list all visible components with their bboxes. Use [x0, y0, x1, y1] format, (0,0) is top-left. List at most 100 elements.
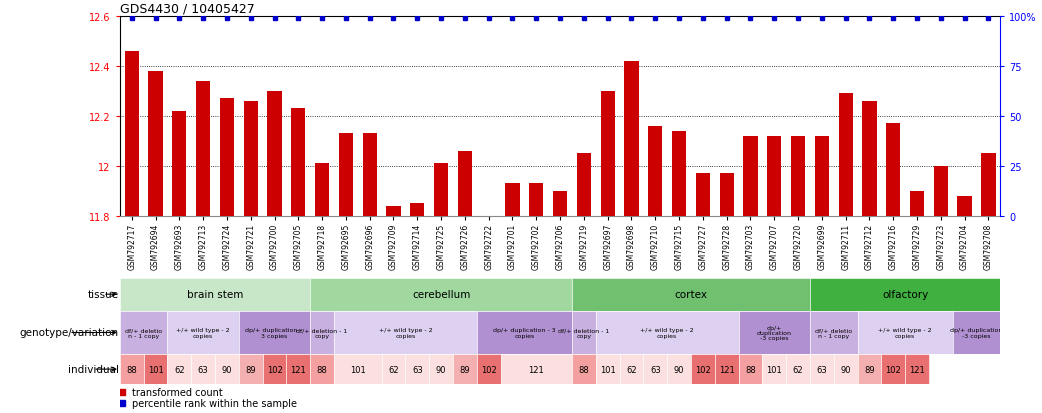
Bar	[268, 91, 281, 216]
Bar	[810, 311, 858, 354]
Bar	[381, 354, 405, 384]
Bar	[572, 278, 810, 311]
Text: df/+ deletion - 1
copy: df/+ deletion - 1 copy	[559, 328, 610, 338]
Text: 90: 90	[841, 365, 851, 374]
Bar	[311, 278, 572, 311]
Bar	[505, 184, 520, 216]
Bar	[315, 164, 329, 216]
Text: 121: 121	[910, 365, 925, 374]
Bar	[882, 354, 905, 384]
Text: 101: 101	[766, 365, 783, 374]
Bar	[815, 136, 829, 216]
Bar	[643, 354, 667, 384]
Bar	[952, 311, 1000, 354]
Bar	[767, 136, 782, 216]
Text: 90: 90	[222, 365, 232, 374]
Bar	[715, 354, 739, 384]
Text: 63: 63	[817, 365, 827, 374]
Text: +/+ wild type - 2
copies: +/+ wild type - 2 copies	[641, 328, 694, 338]
Text: brain stem: brain stem	[187, 290, 243, 299]
Text: df/+ deletio
n - 1 copy: df/+ deletio n - 1 copy	[125, 328, 163, 338]
Text: 90: 90	[436, 365, 446, 374]
Bar	[411, 204, 424, 216]
Bar	[720, 173, 734, 216]
Bar	[405, 354, 429, 384]
Bar	[576, 154, 591, 216]
Bar	[477, 354, 500, 384]
Text: 89: 89	[246, 365, 256, 374]
Bar	[196, 81, 210, 216]
Text: olfactory: olfactory	[882, 290, 928, 299]
Bar	[387, 206, 400, 216]
Bar	[239, 354, 263, 384]
Bar	[244, 101, 257, 216]
Text: 62: 62	[793, 365, 803, 374]
Text: df/+ deletion - 1
copy: df/+ deletion - 1 copy	[297, 328, 348, 338]
Text: +/+ wild type - 2
copies: +/+ wild type - 2 copies	[176, 328, 230, 338]
Bar	[339, 134, 353, 216]
Bar	[144, 354, 168, 384]
Bar	[192, 354, 215, 384]
Text: 88: 88	[578, 365, 589, 374]
Text: 102: 102	[886, 365, 901, 374]
Bar	[125, 52, 139, 216]
Bar	[120, 311, 168, 354]
Bar	[291, 109, 305, 216]
Text: 121: 121	[719, 365, 735, 374]
Text: 88: 88	[126, 365, 138, 374]
Bar	[120, 354, 144, 384]
Bar	[311, 354, 334, 384]
Bar	[905, 354, 928, 384]
Text: 88: 88	[745, 365, 755, 374]
Text: transformed count: transformed count	[131, 387, 222, 397]
Bar	[834, 354, 858, 384]
Text: dp/+ duplication - 
3 copies: dp/+ duplication - 3 copies	[245, 328, 304, 338]
Text: 121: 121	[528, 365, 544, 374]
Bar	[786, 354, 810, 384]
Bar	[453, 354, 477, 384]
Bar	[839, 94, 852, 216]
Text: tissue: tissue	[88, 290, 119, 299]
Bar	[958, 196, 972, 216]
Bar	[691, 354, 715, 384]
Bar	[910, 191, 924, 216]
Bar	[220, 99, 234, 216]
Text: 102: 102	[695, 365, 711, 374]
Bar	[739, 311, 810, 354]
Bar	[311, 311, 334, 354]
Text: 90: 90	[674, 365, 685, 374]
Text: dp/+ duplication - 3
copies: dp/+ duplication - 3 copies	[493, 328, 555, 338]
Bar	[982, 154, 995, 216]
Text: genotype/variation: genotype/variation	[20, 328, 119, 338]
Text: 62: 62	[389, 365, 399, 374]
Bar	[363, 134, 377, 216]
Bar	[334, 311, 477, 354]
Bar	[148, 71, 163, 216]
Text: 101: 101	[350, 365, 366, 374]
Text: 89: 89	[864, 365, 874, 374]
Bar	[667, 354, 691, 384]
Text: +/+ wild type - 2
copies: +/+ wild type - 2 copies	[378, 328, 432, 338]
Bar	[696, 173, 710, 216]
Bar	[763, 354, 786, 384]
Text: cerebellum: cerebellum	[412, 290, 470, 299]
Text: 101: 101	[600, 365, 616, 374]
Text: individual: individual	[68, 364, 119, 374]
Text: 121: 121	[291, 365, 306, 374]
Bar	[572, 354, 596, 384]
Text: 62: 62	[174, 365, 184, 374]
Text: +/+ wild type - 2
copies: +/+ wild type - 2 copies	[878, 328, 932, 338]
Bar	[429, 354, 453, 384]
Text: 63: 63	[650, 365, 661, 374]
Bar	[215, 354, 239, 384]
Bar	[620, 354, 643, 384]
Bar	[863, 101, 876, 216]
Bar	[572, 311, 596, 354]
Bar	[672, 131, 687, 216]
Bar	[600, 91, 615, 216]
Bar	[743, 136, 758, 216]
Bar	[596, 354, 620, 384]
Bar	[858, 311, 952, 354]
Bar	[334, 354, 381, 384]
Bar	[172, 111, 187, 216]
